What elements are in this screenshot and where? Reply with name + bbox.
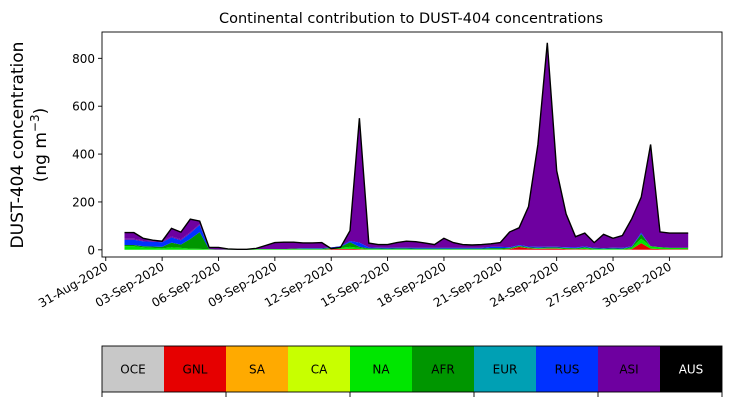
y-tick-label: 800 (72, 52, 95, 66)
area-afr (124, 232, 689, 250)
legend-label-oce: OCE (120, 363, 145, 377)
y-axis-label-line2: (ng m−3) (28, 108, 51, 183)
y-tick-label: 200 (72, 195, 95, 209)
y-tick-label: 600 (72, 100, 95, 114)
legend-label-rus: RUS (555, 363, 580, 377)
legend-swatch-na (350, 346, 412, 392)
chart-title: Continental contribution to DUST-404 con… (219, 11, 603, 27)
area-gnl (124, 243, 689, 250)
legend-swatch-rus (536, 346, 598, 392)
legend-bar: OCE GNL SA CA NA AFR EUR RUS ASI AUS (101, 345, 723, 397)
legend-label-afr: AFR (431, 363, 454, 377)
legend-swatch-asi (598, 346, 660, 392)
y-axis: 0 200 400 600 800 (72, 52, 102, 257)
plot-frame (101, 31, 723, 258)
legend-label-sa: SA (249, 363, 266, 377)
legend-swatch-sa (226, 346, 288, 392)
plot-area (101, 31, 723, 258)
legend-swatch-afr (412, 346, 474, 392)
legend-swatch-gnl (164, 346, 226, 392)
legend-swatch-oce (102, 346, 164, 392)
legend-swatch-ca (288, 346, 350, 392)
legend-label-asi: ASI (619, 363, 638, 377)
legend-label-gnl: GNL (183, 363, 208, 377)
legend-frame (101, 345, 723, 393)
legend-swatch-aus (660, 346, 722, 392)
legend-label-eur: EUR (493, 363, 518, 377)
y-axis-label: DUST-404 concentration (ng m−3) (8, 42, 51, 249)
total-line (124, 42, 689, 250)
x-axis: 31-Aug-202003-Sep-202006-Sep-202009-Sep-… (36, 257, 674, 310)
legend-swatch-eur (474, 346, 536, 392)
legend-label-ca: CA (311, 363, 328, 377)
y-tick-label: 0 (87, 243, 95, 257)
y-axis-label-line1: DUST-404 concentration (8, 42, 28, 249)
y-tick-label: 400 (72, 148, 95, 162)
legend-label-na: NA (372, 363, 390, 377)
legend-label-aus: AUS (679, 363, 704, 377)
area-na (124, 238, 689, 250)
area-asi-upper (124, 42, 689, 250)
